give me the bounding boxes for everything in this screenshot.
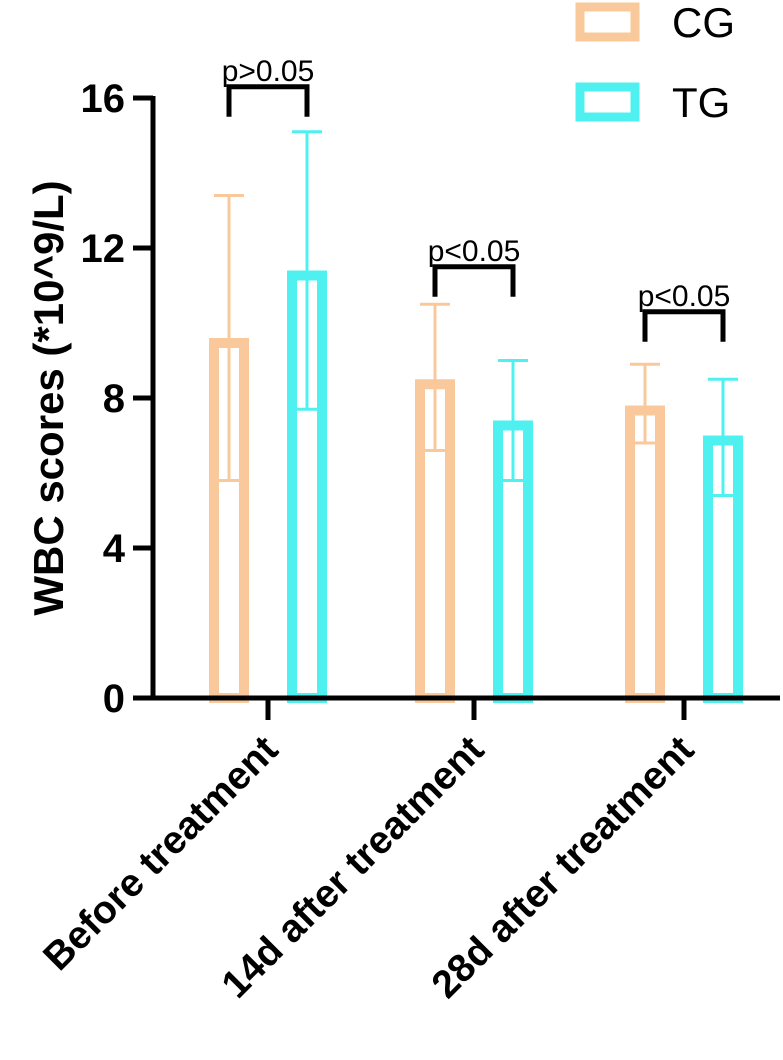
- significance-bracket: [432, 264, 516, 297]
- y-tick-label: 0: [103, 677, 125, 721]
- bar-cg: [625, 405, 665, 703]
- y-tick-label: 16: [81, 77, 126, 121]
- y-tick-label: 8: [103, 377, 125, 421]
- y-tick-label: 12: [81, 227, 126, 271]
- legend: CG TG: [575, 0, 735, 126]
- y-tick-label: 4: [103, 527, 126, 571]
- significance-bracket: [642, 309, 726, 342]
- y-axis-title: WBC scores (*10^9/L): [25, 180, 72, 615]
- significance-label: p>0.05: [222, 55, 315, 88]
- legend-label-cg: CG: [672, 0, 735, 46]
- significance-bracket: [226, 84, 310, 117]
- significance-label: p<0.05: [428, 235, 521, 268]
- legend-swatch-cg: [575, 2, 640, 42]
- legend-swatch-tg: [575, 82, 640, 122]
- legend-label-tg: TG: [672, 79, 730, 126]
- significance-label: p<0.05: [638, 280, 731, 313]
